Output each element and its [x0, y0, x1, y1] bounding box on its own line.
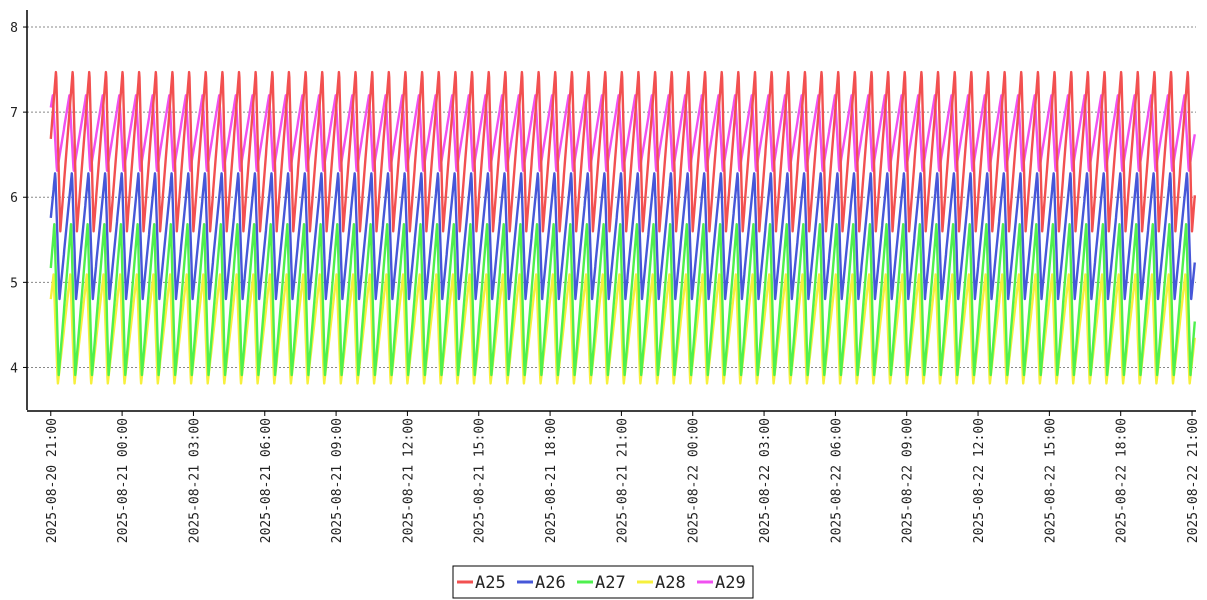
x-tick-label: 2025-08-22 09:00 — [901, 418, 916, 543]
x-tick-label: 2025-08-22 15:00 — [1043, 418, 1058, 543]
series-line-a26 — [49, 172, 1196, 301]
series-group — [49, 70, 1196, 385]
series-line-a27 — [49, 222, 1196, 377]
axes — [26, 10, 1196, 412]
y-tick-label: 5 — [10, 276, 18, 291]
x-tick-label: 2025-08-21 09:00 — [330, 418, 345, 543]
y-tick-label: 6 — [10, 191, 18, 206]
x-tick-label: 2025-08-22 00:00 — [687, 418, 702, 543]
x-tick-label: 2025-08-22 06:00 — [829, 418, 844, 543]
series-line-a28 — [49, 273, 1196, 385]
x-tick-label: 2025-08-21 12:00 — [401, 418, 416, 543]
x-tick-label: 2025-08-22 21:00 — [1186, 418, 1201, 543]
x-tick-label: 2025-08-22 12:00 — [972, 418, 987, 543]
x-tick-label: 2025-08-21 15:00 — [473, 418, 488, 543]
x-tick-label: 2025-08-22 03:00 — [758, 418, 773, 543]
y-tick-labels: 4 5 6 7 8 — [10, 21, 27, 376]
x-tick-label: 2025-08-21 21:00 — [615, 418, 630, 543]
legend-label-a25: A25 — [475, 573, 506, 593]
legend-label-a29: A29 — [715, 573, 746, 593]
x-tick-label: 2025-08-21 06:00 — [259, 418, 274, 543]
legend-label-a26: A26 — [535, 573, 566, 593]
legend-label-a28: A28 — [655, 573, 686, 593]
x-tick-label: 2025-08-20 21:00 — [45, 418, 60, 543]
x-tick-labels: 2025-08-20 21:00 2025-08-21 00:00 2025-08-… — [45, 411, 1201, 543]
x-tick-label: 2025-08-21 03:00 — [187, 418, 202, 543]
y-tick-label: 7 — [10, 106, 18, 121]
legend: A25 A26 A27 A28 A29 — [452, 565, 754, 599]
x-tick-label: 2025-08-22 18:00 — [1115, 418, 1130, 543]
legend-label-a27: A27 — [595, 573, 626, 593]
legend-items: A25 A26 A27 A28 A29 — [457, 573, 746, 593]
y-tick-label: 8 — [10, 21, 18, 36]
x-tick-label: 2025-08-21 00:00 — [116, 418, 131, 543]
y-tick-label: 4 — [10, 361, 18, 376]
series-line-a25 — [49, 70, 1196, 233]
x-tick-label: 2025-08-21 18:00 — [544, 418, 559, 543]
